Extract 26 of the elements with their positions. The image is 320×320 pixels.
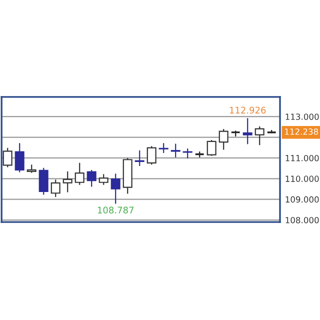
candlestick — [2, 147, 12, 168]
candlestick — [62, 170, 72, 193]
candlestick — [86, 169, 96, 188]
annotation: 112.238 — [285, 128, 318, 135]
y-tick-label: 108.000 — [286, 216, 319, 224]
candlestick — [98, 174, 108, 186]
annotation: 112.926 — [230, 106, 266, 114]
candlestick — [218, 128, 228, 150]
candlestick — [254, 126, 264, 146]
candlestick — [110, 173, 120, 204]
y-tick-label: 110.000 — [286, 176, 319, 182]
candlestick — [170, 143, 180, 158]
candlestick — [134, 150, 144, 167]
annotation: 108.787 — [98, 206, 134, 214]
y-tick-label: 111.000 — [286, 154, 319, 162]
y-tick-label: 109.000 — [286, 196, 319, 203]
candlestick — [206, 139, 216, 156]
candlestick — [146, 146, 156, 166]
candlestick — [50, 179, 60, 198]
candlestick — [74, 162, 84, 186]
candlestick — [242, 118, 252, 145]
candlestick — [158, 142, 168, 154]
candlestick — [14, 142, 24, 173]
candlestick — [38, 167, 48, 196]
candlestick — [182, 148, 192, 159]
y-tick-label: 113.000 — [286, 114, 319, 120]
